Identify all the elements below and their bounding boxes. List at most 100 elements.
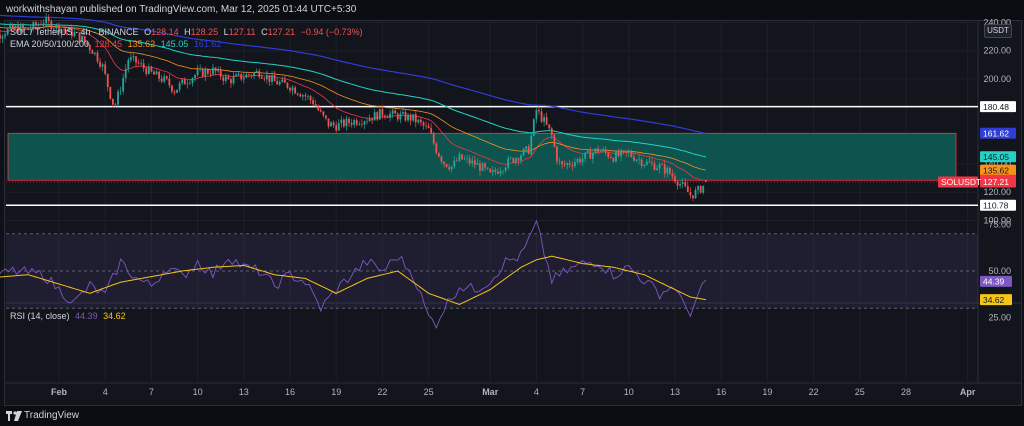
publisher-text: workwithshayan published on TradingView.… bbox=[6, 4, 357, 15]
time-axis-tick: 10 bbox=[624, 387, 634, 397]
candle-body bbox=[1, 36, 4, 39]
tradingview-brand: TradingView bbox=[24, 410, 80, 421]
candle-body bbox=[212, 67, 214, 75]
candle-body bbox=[55, 24, 58, 29]
candle-body bbox=[394, 110, 397, 114]
rsi-label-rsi-value bbox=[980, 275, 1012, 287]
time-axis-tick: 7 bbox=[580, 387, 585, 397]
candle-body bbox=[314, 104, 317, 107]
tradingview-logo-icon bbox=[6, 411, 22, 421]
candle-body bbox=[68, 27, 71, 32]
candle-body bbox=[584, 152, 587, 159]
candle-body bbox=[4, 34, 6, 37]
rsi-label-rsi-ma-value bbox=[980, 294, 1012, 306]
candle-body bbox=[11, 24, 14, 28]
candle-body bbox=[668, 167, 671, 174]
candle-body bbox=[386, 117, 389, 118]
candle-body bbox=[327, 118, 330, 127]
candle-body bbox=[124, 69, 127, 79]
candle-body bbox=[219, 69, 222, 78]
ema-legend-label: EMA 20/50/100/200 bbox=[10, 39, 90, 49]
candle-body bbox=[322, 111, 325, 116]
candle-body bbox=[122, 78, 125, 92]
candle-body bbox=[73, 32, 76, 37]
candle-body bbox=[437, 153, 440, 157]
candle-body bbox=[6, 28, 9, 35]
candle-body bbox=[312, 100, 314, 105]
time-axis-tick: Apr bbox=[960, 387, 976, 397]
candle-body bbox=[271, 75, 273, 82]
candle-body bbox=[525, 146, 528, 149]
candle-body bbox=[276, 81, 279, 85]
candle-body bbox=[522, 148, 525, 156]
candle-body bbox=[543, 117, 545, 122]
candle-body bbox=[527, 146, 530, 155]
ohlc-h: 128.25 bbox=[190, 27, 219, 37]
candle-body bbox=[37, 24, 40, 26]
candle-body bbox=[499, 171, 502, 174]
candle-body bbox=[94, 52, 96, 54]
candle-body bbox=[602, 149, 605, 152]
candle-body bbox=[402, 112, 404, 114]
price-axis-tick: 220.00 bbox=[983, 46, 1011, 56]
ema50-line bbox=[0, 26, 706, 171]
candle-body bbox=[417, 119, 420, 123]
candle-body bbox=[497, 171, 499, 174]
currency-button[interactable]: USDT bbox=[984, 24, 1012, 38]
candle-body bbox=[253, 72, 255, 76]
candle-body bbox=[530, 135, 533, 155]
time-axis-tick: 16 bbox=[285, 387, 295, 397]
candle-body bbox=[245, 74, 248, 78]
candle-body bbox=[191, 78, 194, 83]
time-axis-tick: 22 bbox=[377, 387, 387, 397]
candle-body bbox=[591, 152, 594, 159]
candle-body bbox=[378, 108, 381, 120]
candle-body bbox=[684, 182, 687, 187]
candle-body bbox=[625, 150, 628, 153]
time-axis-tick: 19 bbox=[762, 387, 772, 397]
candle-body bbox=[63, 29, 66, 31]
candle-body bbox=[666, 167, 669, 174]
candle-body bbox=[371, 118, 374, 121]
price-label-ema100 bbox=[980, 151, 1016, 163]
candle-body bbox=[214, 67, 217, 72]
price-label-ema50 bbox=[980, 164, 1016, 176]
price-label-text-ema50: 135.62 bbox=[983, 165, 1009, 175]
candle-body bbox=[484, 163, 486, 168]
candle-body bbox=[520, 155, 522, 161]
candle-body bbox=[9, 24, 12, 29]
candle-body bbox=[604, 149, 607, 153]
candle-body bbox=[509, 157, 512, 159]
candle-body bbox=[173, 91, 176, 93]
candle-body bbox=[671, 173, 674, 177]
candle-body bbox=[633, 156, 635, 161]
candle-body bbox=[201, 68, 204, 77]
candle-body bbox=[704, 180, 707, 182]
price-zone[interactable] bbox=[7, 132, 957, 181]
candle-body bbox=[158, 71, 160, 79]
time-axis-tick: 10 bbox=[193, 387, 203, 397]
candle-body bbox=[289, 87, 291, 91]
chart-frame[interactable] bbox=[4, 20, 1022, 406]
candle-body bbox=[681, 182, 684, 184]
candle-body bbox=[517, 158, 520, 161]
candle-body bbox=[461, 154, 463, 160]
time-axis-tick: Feb bbox=[51, 387, 68, 397]
candle-body bbox=[430, 128, 433, 134]
candle-body bbox=[209, 73, 212, 75]
candle-body bbox=[52, 28, 55, 30]
candle-body bbox=[109, 86, 112, 99]
candle-body bbox=[232, 76, 235, 84]
candle-body bbox=[407, 114, 409, 121]
candle-body bbox=[597, 148, 599, 152]
candle-body bbox=[381, 108, 384, 116]
candle-body bbox=[635, 159, 638, 161]
candle-body bbox=[99, 61, 101, 67]
candle-body bbox=[181, 79, 184, 84]
candle-body bbox=[278, 81, 281, 85]
candle-body bbox=[286, 82, 289, 88]
candle-body bbox=[235, 74, 237, 77]
candle-body bbox=[353, 120, 356, 125]
candle-body bbox=[412, 114, 415, 121]
